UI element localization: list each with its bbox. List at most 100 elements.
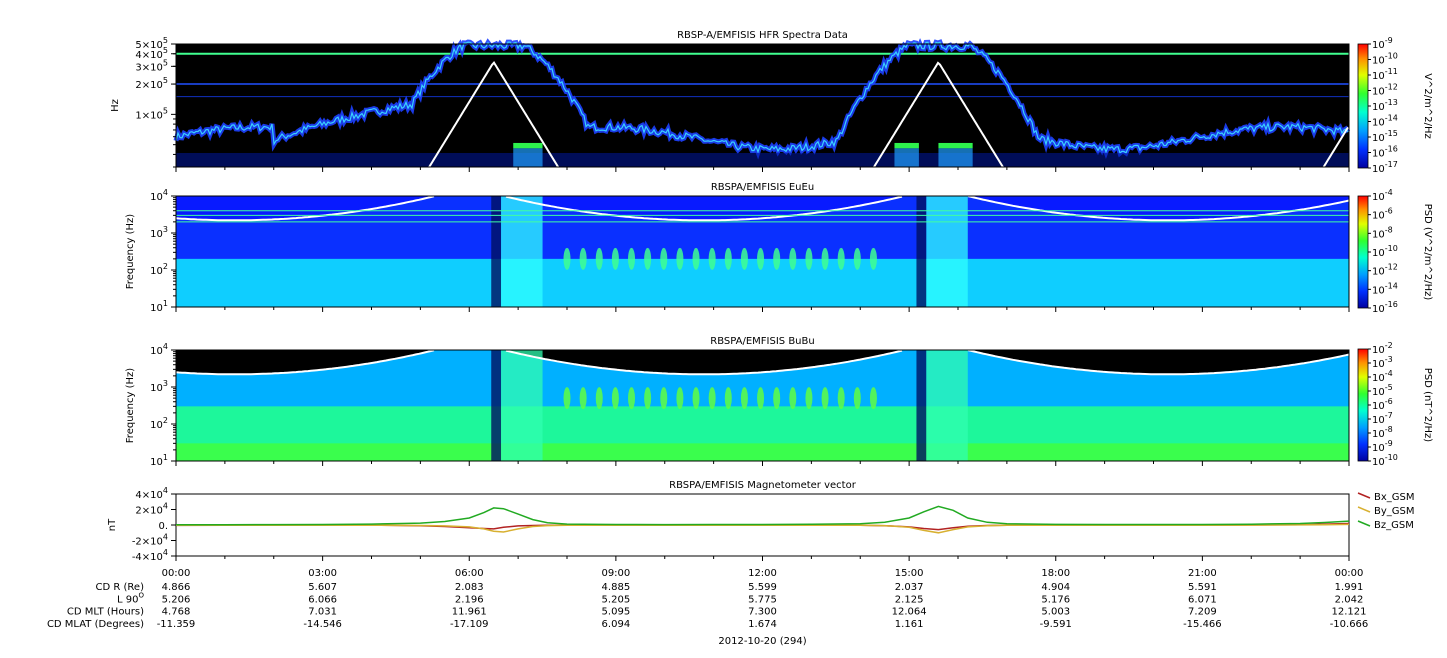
chorus-element bbox=[740, 387, 748, 410]
colorbar bbox=[1357, 195, 1369, 309]
colorbar-tick-label: 10-10 bbox=[1372, 244, 1398, 259]
legend-label: Bx_GSM bbox=[1374, 492, 1415, 503]
colorbar-tick-exponent: -9 bbox=[1385, 36, 1393, 45]
x-tick-label: 00:00 bbox=[1335, 568, 1364, 579]
colorbar-tick-mantissa: 10 bbox=[1372, 87, 1385, 98]
y-tick-times: ×10 bbox=[142, 490, 163, 501]
y-tick-mantissa: 5 bbox=[135, 40, 141, 51]
y-tick-times: ×10 bbox=[142, 80, 163, 91]
y-axis-label: Frequency (Hz) bbox=[125, 214, 136, 290]
y-tick-label: 2×105 bbox=[135, 76, 168, 91]
colorbar-tick-label: 10-3 bbox=[1372, 355, 1393, 370]
y-tick-exponent: 4 bbox=[163, 533, 168, 542]
y-tick-label: 103 bbox=[150, 225, 168, 240]
colorbar-tick-label: 10-15 bbox=[1372, 129, 1398, 144]
chorus-element bbox=[628, 247, 636, 270]
x-tick-label: 21:00 bbox=[1188, 568, 1217, 579]
y-tick-mantissa: 4 bbox=[135, 490, 141, 501]
emission-patch bbox=[894, 142, 919, 149]
perigee-burst bbox=[926, 196, 968, 307]
colorbar-tick-mantissa: 10 bbox=[1372, 387, 1385, 398]
y-tick-label: 5×105 bbox=[135, 36, 168, 51]
plasma-line bbox=[175, 41, 1349, 155]
ephemeris-value: -14.546 bbox=[303, 619, 342, 630]
colorbar-tick-mantissa: 10 bbox=[1372, 267, 1385, 278]
colorbar-tick-exponent: -8 bbox=[1385, 425, 1393, 434]
colorbar-tick-mantissa: 10 bbox=[1372, 71, 1385, 82]
legend-swatch bbox=[1357, 506, 1371, 513]
legend-label: By_GSM bbox=[1374, 506, 1415, 517]
ephemeris-value: 2.083 bbox=[455, 582, 484, 593]
ephemeris-value: 7.031 bbox=[308, 607, 337, 618]
colorbar-tick-exponent: -15 bbox=[1385, 129, 1398, 138]
overlay-curve bbox=[505, 349, 903, 376]
overlay-curve bbox=[175, 195, 435, 222]
y-tick-exponent: 5 bbox=[163, 76, 168, 85]
perigee-gap bbox=[491, 350, 502, 461]
colorbar bbox=[1357, 43, 1369, 169]
perigee-gap bbox=[916, 350, 927, 461]
emission-patch bbox=[938, 142, 973, 149]
colorbar-tick-label: 10-7 bbox=[1372, 411, 1393, 426]
ephemeris-value: 2.196 bbox=[455, 594, 484, 605]
colorbar-tick-exponent: -5 bbox=[1385, 383, 1393, 392]
ephemeris-value: 4.768 bbox=[162, 607, 191, 618]
panel-eueu: RBSPA/EMFISIS EuEu104103102101Frequency … bbox=[125, 182, 1433, 315]
chorus-element bbox=[611, 247, 619, 270]
colorbar-tick-exponent: -11 bbox=[1385, 67, 1398, 76]
y-tick-mantissa: 2 bbox=[135, 506, 141, 517]
ephemeris-value: 11.961 bbox=[452, 607, 487, 618]
y-tick-mantissa: 10 bbox=[150, 457, 163, 468]
y-tick-label: 101 bbox=[150, 453, 168, 468]
ephemeris-value: 12.064 bbox=[892, 607, 927, 618]
y-tick-mantissa: 10 bbox=[150, 346, 163, 357]
y-tick-mantissa: 10 bbox=[150, 303, 163, 314]
panel-hfr: RBSP-A/EMFISIS HFR Spectra Data5×1054×10… bbox=[110, 30, 1433, 175]
colorbar-tick-exponent: -10 bbox=[1385, 453, 1398, 462]
ephemeris-value: 1.991 bbox=[1335, 582, 1364, 593]
y-tick-label: -4×104 bbox=[132, 548, 168, 563]
y-axis-label: Frequency (Hz) bbox=[125, 368, 136, 444]
chorus-element bbox=[821, 247, 829, 270]
chorus-element bbox=[789, 387, 797, 410]
y-tick-label: 101 bbox=[150, 299, 168, 314]
y-tick-mantissa: 4 bbox=[135, 50, 141, 61]
ephemeris-value: 1.161 bbox=[895, 619, 924, 630]
perigee-gap bbox=[491, 196, 502, 307]
ephemeris-value: -15.466 bbox=[1183, 619, 1222, 630]
ephemeris-value: -11.359 bbox=[157, 619, 196, 630]
y-tick-exponent: 4 bbox=[163, 502, 168, 511]
emission-patch bbox=[513, 148, 543, 167]
y-tick-times: ×10 bbox=[142, 50, 163, 61]
colorbar-tick-label: 10-14 bbox=[1372, 114, 1398, 129]
colorbar-tick-mantissa: 10 bbox=[1372, 149, 1385, 160]
y-tick-exponent: 4 bbox=[163, 342, 168, 351]
chorus-element bbox=[869, 387, 877, 410]
colorbar-tick-exponent: -9 bbox=[1385, 439, 1393, 448]
colorbar-tick-label: 10-9 bbox=[1372, 36, 1393, 51]
colorbar-tick-exponent: -12 bbox=[1385, 83, 1398, 92]
perigee-burst bbox=[926, 350, 968, 461]
colorbar-tick-mantissa: 10 bbox=[1372, 229, 1385, 240]
chorus-element bbox=[837, 247, 845, 270]
y-tick-mantissa: 1 bbox=[135, 110, 141, 121]
ephemeris-value: -10.666 bbox=[1330, 619, 1369, 630]
colorbar-tick-mantissa: 10 bbox=[1372, 192, 1385, 203]
y-tick-exponent: 2 bbox=[163, 416, 168, 425]
chorus-element bbox=[757, 247, 765, 270]
ephemeris-value: 5.095 bbox=[602, 607, 631, 618]
ephemeris-row-label: CD R (Re) bbox=[96, 582, 145, 593]
panel-bubu: RBSPA/EMFISIS BuBu104103102101Frequency … bbox=[125, 336, 1433, 468]
chorus-element bbox=[595, 387, 603, 410]
colorbar-tick-exponent: -10 bbox=[1385, 52, 1398, 61]
ephemeris-label-text: CD R (Re) bbox=[96, 582, 145, 593]
colorbar-label: V^2/m^2/Hz bbox=[1422, 73, 1433, 139]
y-tick-exponent: 4 bbox=[163, 548, 168, 557]
upper-region bbox=[176, 350, 1349, 375]
y-tick-exponent: 1 bbox=[163, 299, 168, 308]
colorbar-tick-mantissa: 10 bbox=[1372, 248, 1385, 259]
colorbar-tick-exponent: -12 bbox=[1385, 263, 1398, 272]
perigee-burst bbox=[501, 196, 543, 307]
colorbar-tick-mantissa: 10 bbox=[1372, 304, 1385, 315]
chorus-element bbox=[563, 387, 571, 410]
